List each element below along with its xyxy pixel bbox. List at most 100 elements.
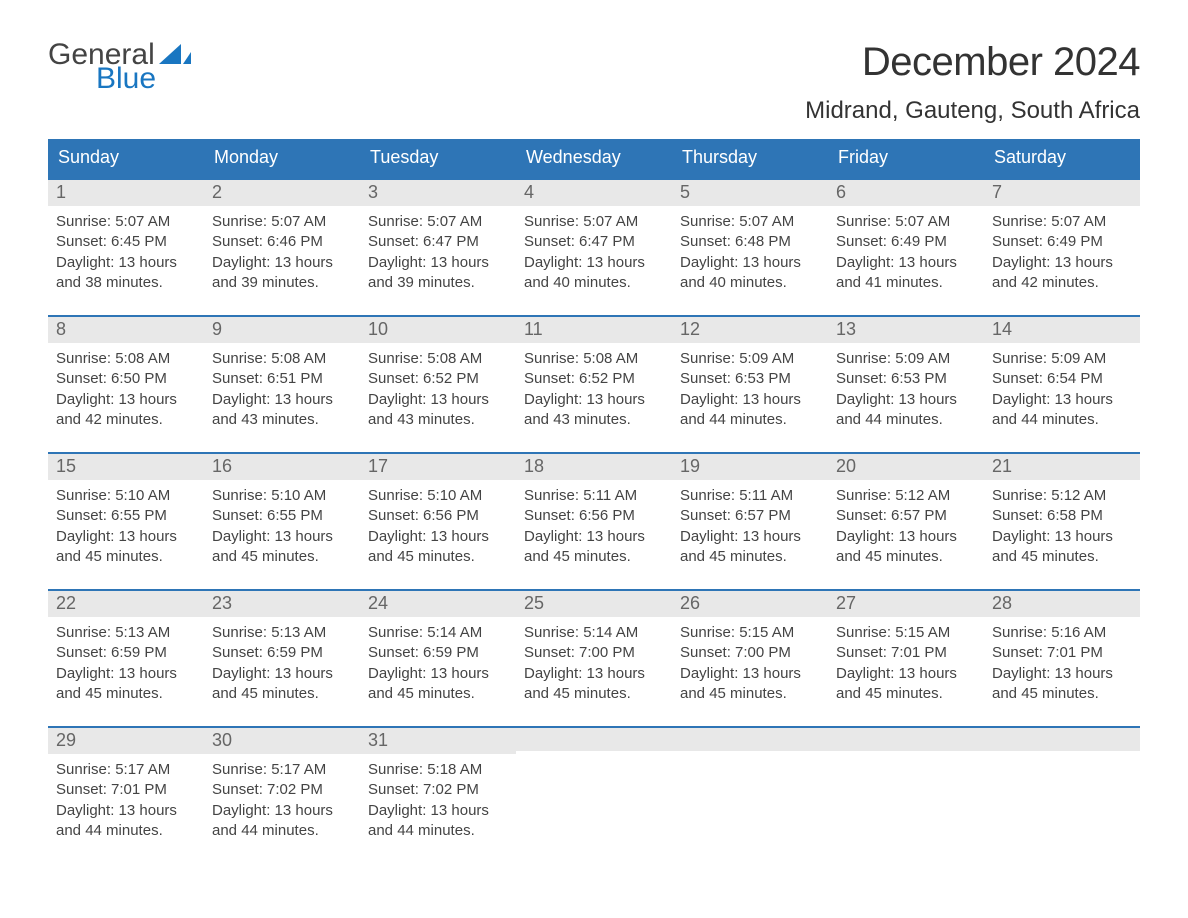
- day-body: Sunrise: 5:14 AMSunset: 7:00 PMDaylight:…: [516, 617, 672, 708]
- day-number-row: 15: [48, 454, 204, 480]
- sunrise-line: Sunrise: 5:11 AM: [524, 486, 664, 506]
- day-number-row: 6: [828, 180, 984, 206]
- day-body: Sunrise: 5:08 AMSunset: 6:50 PMDaylight:…: [48, 343, 204, 434]
- daylight-line-1: Daylight: 13 hours: [368, 390, 508, 410]
- day-cell: 21Sunrise: 5:12 AMSunset: 6:58 PMDayligh…: [984, 454, 1140, 571]
- day-body: Sunrise: 5:07 AMSunset: 6:49 PMDaylight:…: [984, 206, 1140, 297]
- weekday-header-row: Sunday Monday Tuesday Wednesday Thursday…: [48, 139, 1140, 178]
- day-cell: [828, 728, 984, 845]
- daylight-line-2: and 40 minutes.: [524, 273, 664, 293]
- daylight-line-1: Daylight: 13 hours: [836, 664, 976, 684]
- day-number-row: 22: [48, 591, 204, 617]
- day-number-row: 19: [672, 454, 828, 480]
- day-body: Sunrise: 5:11 AMSunset: 6:57 PMDaylight:…: [672, 480, 828, 571]
- day-cell: 22Sunrise: 5:13 AMSunset: 6:59 PMDayligh…: [48, 591, 204, 708]
- day-cell: 24 Sunrise: 5:14 AMSunset: 6:59 PMDayligh…: [360, 591, 516, 708]
- sunrise-line: Sunrise: 5:07 AM: [56, 212, 196, 232]
- daylight-line-1: Daylight: 13 hours: [680, 664, 820, 684]
- daylight-line-2: and 45 minutes.: [212, 684, 352, 704]
- sunrise-line: Sunrise: 5:08 AM: [524, 349, 664, 369]
- daylight-line-2: and 45 minutes.: [524, 684, 664, 704]
- sunset-line: Sunset: 7:01 PM: [836, 643, 976, 663]
- daylight-line-2: and 44 minutes.: [992, 410, 1132, 430]
- daylight-line-2: and 44 minutes.: [212, 821, 352, 841]
- day-body: Sunrise: 5:08 AMSunset: 6:51 PMDaylight:…: [204, 343, 360, 434]
- sunset-line: Sunset: 7:02 PM: [212, 780, 352, 800]
- daylight-line-1: Daylight: 13 hours: [212, 527, 352, 547]
- logo: General Blue: [48, 40, 191, 94]
- day-body: Sunrise: 5:07 AMSunset: 6:45 PMDaylight:…: [48, 206, 204, 297]
- sunset-line: Sunset: 6:53 PM: [680, 369, 820, 389]
- sunrise-line: Sunrise: 5:12 AM: [836, 486, 976, 506]
- day-number: 27: [836, 593, 856, 613]
- sunset-line: Sunset: 6:47 PM: [524, 232, 664, 252]
- day-number: 20: [836, 456, 856, 476]
- sunrise-line: Sunrise: 5:08 AM: [368, 349, 508, 369]
- sunrise-line: Sunrise: 5:09 AM: [836, 349, 976, 369]
- day-body: Sunrise: 5:10 AMSunset: 6:55 PMDaylight:…: [204, 480, 360, 571]
- day-cell: 17Sunrise: 5:10 AMSunset: 6:56 PMDayligh…: [360, 454, 516, 571]
- day-cell: 18Sunrise: 5:11 AMSunset: 6:56 PMDayligh…: [516, 454, 672, 571]
- day-cell: 31Sunrise: 5:18 AMSunset: 7:02 PMDayligh…: [360, 728, 516, 845]
- day-number-row-empty: [828, 728, 984, 751]
- sunset-line: Sunset: 6:45 PM: [56, 232, 196, 252]
- day-number: 24: [368, 593, 388, 613]
- sunrise-line: Sunrise: 5:07 AM: [524, 212, 664, 232]
- day-body: Sunrise: 5:13 AMSunset: 6:59 PMDaylight:…: [204, 617, 360, 708]
- daylight-line-1: Daylight: 13 hours: [836, 527, 976, 547]
- daylight-line-1: Daylight: 13 hours: [212, 801, 352, 821]
- day-number: 1: [56, 182, 66, 202]
- sunrise-line: Sunrise: 5:16 AM: [992, 623, 1132, 643]
- day-number-row: 16: [204, 454, 360, 480]
- day-body: Sunrise: 5:10 AMSunset: 6:56 PMDaylight:…: [360, 480, 516, 571]
- day-number-row: 24: [360, 591, 516, 617]
- day-number: 8: [56, 319, 66, 339]
- sunrise-line: Sunrise: 5:18 AM: [368, 760, 508, 780]
- sunrise-line: Sunrise: 5:07 AM: [836, 212, 976, 232]
- daylight-line-2: and 44 minutes.: [836, 410, 976, 430]
- daylight-line-1: Daylight: 13 hours: [56, 527, 196, 547]
- daylight-line-2: and 43 minutes.: [524, 410, 664, 430]
- day-cell: [984, 728, 1140, 845]
- daylight-line-1: Daylight: 13 hours: [56, 253, 196, 273]
- day-number-row: 5: [672, 180, 828, 206]
- day-number-row: 9: [204, 317, 360, 343]
- day-body: Sunrise: 5:09 AMSunset: 6:53 PMDaylight:…: [828, 343, 984, 434]
- day-number-row: 30: [204, 728, 360, 754]
- day-cell: [516, 728, 672, 845]
- day-number: 16: [212, 456, 232, 476]
- sunset-line: Sunset: 6:49 PM: [836, 232, 976, 252]
- day-body: Sunrise: 5:14 AMSunset: 6:59 PMDaylight:…: [360, 617, 516, 708]
- day-number-row: 7: [984, 180, 1140, 206]
- daylight-line-2: and 45 minutes.: [524, 547, 664, 567]
- day-cell: 4Sunrise: 5:07 AMSunset: 6:47 PMDaylight…: [516, 180, 672, 297]
- weekday-header: Sunday: [48, 139, 204, 178]
- daylight-line-1: Daylight: 13 hours: [680, 390, 820, 410]
- day-number: 14: [992, 319, 1012, 339]
- day-number-row: 21: [984, 454, 1140, 480]
- sunset-line: Sunset: 6:58 PM: [992, 506, 1132, 526]
- sunrise-line: Sunrise: 5:08 AM: [212, 349, 352, 369]
- day-number-row: 26: [672, 591, 828, 617]
- daylight-line-2: and 39 minutes.: [368, 273, 508, 293]
- sunrise-line: Sunrise: 5:14 AM: [368, 623, 508, 643]
- day-number: 11: [524, 319, 543, 339]
- sunset-line: Sunset: 6:48 PM: [680, 232, 820, 252]
- daylight-line-2: and 45 minutes.: [680, 684, 820, 704]
- weekday-header: Thursday: [672, 139, 828, 178]
- day-number: 2: [212, 182, 222, 202]
- sunset-line: Sunset: 6:53 PM: [836, 369, 976, 389]
- week-row: 1Sunrise: 5:07 AMSunset: 6:45 PMDaylight…: [48, 178, 1140, 297]
- sunrise-line: Sunrise: 5:08 AM: [56, 349, 196, 369]
- day-cell: 29Sunrise: 5:17 AMSunset: 7:01 PMDayligh…: [48, 728, 204, 845]
- day-number-row: 25: [516, 591, 672, 617]
- day-number: 31: [368, 730, 388, 750]
- daylight-line-2: and 45 minutes.: [992, 684, 1132, 704]
- daylight-line-2: and 39 minutes.: [212, 273, 352, 293]
- day-cell: 6Sunrise: 5:07 AMSunset: 6:49 PMDaylight…: [828, 180, 984, 297]
- day-number-row: 4: [516, 180, 672, 206]
- sunrise-line: Sunrise: 5:10 AM: [368, 486, 508, 506]
- daylight-line-1: Daylight: 13 hours: [212, 664, 352, 684]
- sunset-line: Sunset: 6:54 PM: [992, 369, 1132, 389]
- sunrise-line: Sunrise: 5:09 AM: [992, 349, 1132, 369]
